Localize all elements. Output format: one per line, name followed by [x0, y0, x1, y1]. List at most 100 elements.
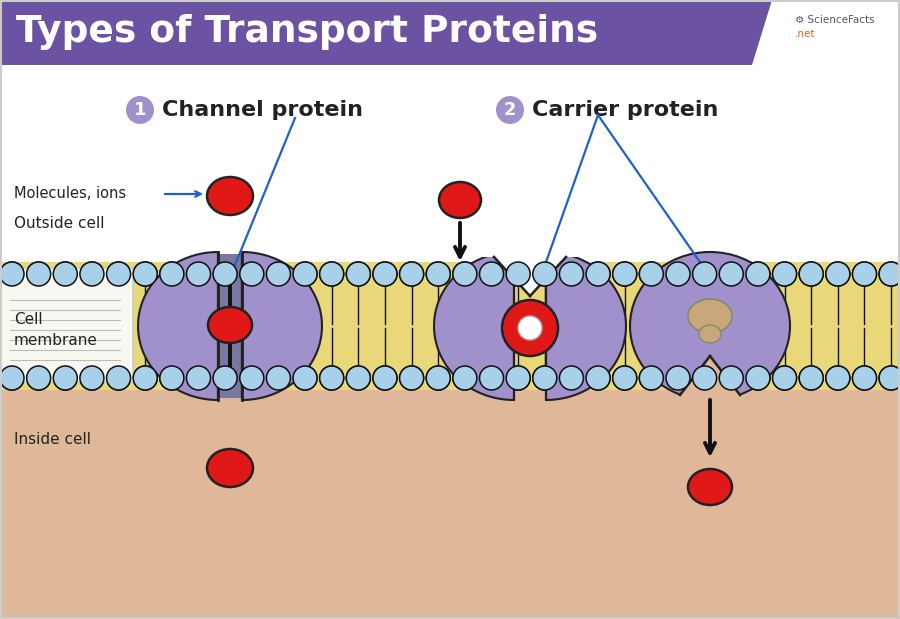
Circle shape — [879, 262, 900, 286]
Circle shape — [186, 366, 211, 390]
Circle shape — [373, 366, 397, 390]
Circle shape — [772, 262, 796, 286]
Circle shape — [560, 366, 583, 390]
Circle shape — [879, 366, 900, 390]
Polygon shape — [546, 252, 626, 400]
Circle shape — [427, 262, 450, 286]
Ellipse shape — [207, 177, 253, 215]
Circle shape — [560, 262, 583, 286]
Polygon shape — [138, 252, 218, 400]
Ellipse shape — [439, 182, 481, 218]
Circle shape — [427, 262, 450, 286]
Circle shape — [266, 366, 291, 390]
Circle shape — [746, 262, 769, 286]
Circle shape — [693, 262, 716, 286]
Text: Channel protein: Channel protein — [162, 100, 363, 120]
Circle shape — [560, 262, 583, 286]
Text: .net: .net — [795, 29, 815, 39]
Text: ⚙ ScienceFacts: ⚙ ScienceFacts — [795, 15, 875, 25]
Circle shape — [293, 366, 317, 390]
Polygon shape — [434, 252, 514, 400]
Circle shape — [533, 262, 557, 286]
Circle shape — [506, 366, 530, 390]
Circle shape — [772, 366, 796, 390]
Circle shape — [586, 262, 610, 286]
Circle shape — [453, 366, 477, 390]
Circle shape — [27, 262, 50, 286]
Circle shape — [639, 366, 663, 390]
Ellipse shape — [688, 469, 732, 505]
Circle shape — [453, 262, 477, 286]
Circle shape — [186, 262, 211, 286]
Circle shape — [506, 366, 530, 390]
Circle shape — [239, 262, 264, 286]
Circle shape — [639, 366, 663, 390]
Circle shape — [746, 366, 769, 390]
Polygon shape — [635, 356, 785, 408]
Circle shape — [826, 366, 850, 390]
Circle shape — [160, 366, 184, 390]
Circle shape — [160, 262, 184, 286]
Circle shape — [693, 366, 716, 390]
Text: Molecules, ions: Molecules, ions — [14, 186, 126, 202]
Circle shape — [693, 262, 716, 286]
Circle shape — [400, 366, 424, 390]
Circle shape — [27, 366, 50, 390]
Circle shape — [106, 366, 130, 390]
Circle shape — [346, 366, 370, 390]
Circle shape — [0, 366, 24, 390]
Circle shape — [213, 262, 237, 286]
Circle shape — [772, 366, 796, 390]
Circle shape — [826, 366, 850, 390]
Ellipse shape — [207, 449, 253, 487]
Circle shape — [133, 262, 158, 286]
Text: Carrier protein: Carrier protein — [532, 100, 718, 120]
FancyBboxPatch shape — [1, 268, 133, 382]
Circle shape — [400, 366, 424, 390]
Circle shape — [852, 262, 877, 286]
Circle shape — [266, 262, 291, 286]
Circle shape — [496, 96, 524, 124]
Circle shape — [293, 262, 317, 286]
Circle shape — [80, 366, 104, 390]
Polygon shape — [0, 0, 772, 65]
Circle shape — [613, 262, 636, 286]
Circle shape — [400, 262, 424, 286]
Circle shape — [373, 262, 397, 286]
Bar — [0, 0, 900, 262]
Bar — [218, 254, 242, 398]
Circle shape — [772, 262, 796, 286]
Circle shape — [53, 366, 77, 390]
Circle shape — [27, 262, 50, 286]
Circle shape — [0, 366, 24, 390]
Circle shape — [346, 262, 370, 286]
Text: 2: 2 — [504, 101, 517, 119]
Circle shape — [746, 366, 769, 390]
Circle shape — [879, 262, 900, 286]
Bar — [0, 262, 900, 390]
Circle shape — [719, 262, 743, 286]
Circle shape — [879, 366, 900, 390]
Circle shape — [666, 366, 690, 390]
Circle shape — [320, 262, 344, 286]
Circle shape — [400, 262, 424, 286]
Text: Outside cell: Outside cell — [14, 217, 104, 232]
Circle shape — [586, 366, 610, 390]
Circle shape — [666, 366, 690, 390]
Circle shape — [586, 262, 610, 286]
Circle shape — [518, 316, 542, 340]
Circle shape — [799, 366, 824, 390]
Polygon shape — [450, 244, 610, 296]
Circle shape — [186, 366, 211, 390]
Circle shape — [852, 262, 877, 286]
Circle shape — [506, 262, 530, 286]
Circle shape — [480, 366, 503, 390]
Circle shape — [746, 262, 769, 286]
Circle shape — [799, 262, 824, 286]
Circle shape — [502, 300, 558, 356]
Circle shape — [160, 366, 184, 390]
Circle shape — [239, 262, 264, 286]
Circle shape — [239, 366, 264, 390]
Circle shape — [53, 262, 77, 286]
Circle shape — [799, 366, 824, 390]
